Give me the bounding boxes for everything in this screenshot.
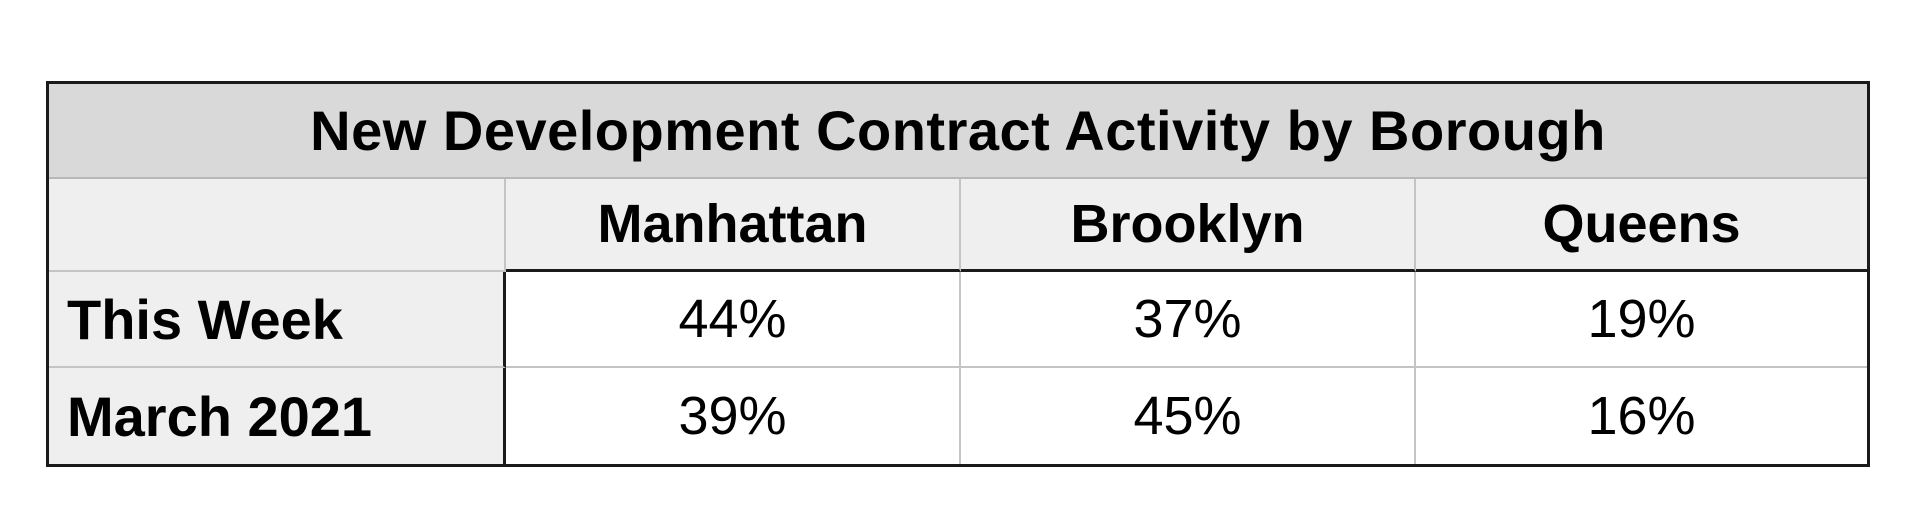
value-this-week-manhattan: 44% xyxy=(506,272,961,368)
data-table: New Development Contract Activity by Bor… xyxy=(46,81,1870,467)
table-title: New Development Contract Activity by Bor… xyxy=(49,84,1867,179)
column-header-manhattan: Manhattan xyxy=(506,179,961,272)
column-header-brooklyn: Brooklyn xyxy=(961,179,1416,272)
value-this-week-queens: 19% xyxy=(1416,272,1867,368)
value-march-2021-queens: 16% xyxy=(1416,368,1867,464)
value-march-2021-brooklyn: 45% xyxy=(961,368,1416,464)
table-grid: Manhattan Brooklyn Queens This Week 44% … xyxy=(49,179,1867,464)
corner-cell xyxy=(49,179,506,272)
value-this-week-brooklyn: 37% xyxy=(961,272,1416,368)
value-march-2021-manhattan: 39% xyxy=(506,368,961,464)
row-header-march-2021: March 2021 xyxy=(49,368,506,464)
column-header-queens: Queens xyxy=(1416,179,1867,272)
row-header-this-week: This Week xyxy=(49,272,506,368)
